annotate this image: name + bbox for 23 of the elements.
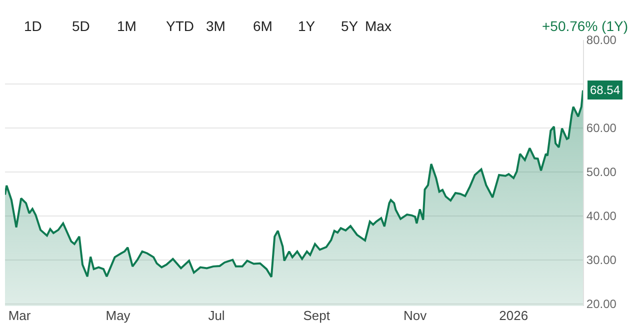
text: 3M [206, 18, 226, 34]
text: 1M [117, 18, 136, 34]
text: 1Y [298, 18, 316, 34]
x-tick-label: Mar [8, 308, 32, 323]
x-tick-label: Jul [208, 308, 225, 323]
y-tick-label: 20.00 [586, 297, 617, 311]
text: Max [365, 18, 392, 34]
text: 1D [24, 18, 42, 34]
x-tick-label: 2026 [499, 308, 528, 323]
x-tick-label: May [106, 308, 131, 323]
x-tick-label: Sept [303, 308, 330, 323]
y-tick-label: 40.00 [586, 209, 617, 224]
text: 5D [72, 18, 90, 34]
y-tick-label: 60.00 [586, 121, 617, 136]
y-tick-label: 50.00 [586, 165, 617, 180]
text: YTD [166, 18, 194, 34]
y-tick-label: 80.00 [586, 33, 617, 48]
text: +50.76% (1Y) [542, 18, 628, 34]
text: 5Y [341, 18, 359, 34]
x-tick-label: Nov [404, 308, 428, 323]
text: 6M [253, 18, 272, 34]
annotation: 68.54 [590, 83, 620, 97]
y-tick-label: 30.00 [586, 253, 617, 268]
